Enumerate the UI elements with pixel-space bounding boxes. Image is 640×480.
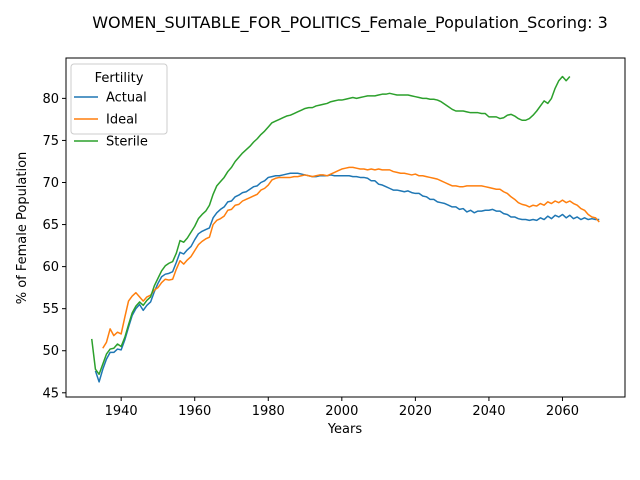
y-tick-label: 75 xyxy=(42,134,59,149)
x-tick-label: 2000 xyxy=(325,404,358,419)
x-tick-label: 2020 xyxy=(399,404,432,419)
legend-title: Fertility xyxy=(95,71,144,86)
legend-box xyxy=(70,63,168,135)
series-line-actual xyxy=(94,172,600,383)
series-line-sterile xyxy=(90,75,571,376)
y-axis: 45 50 55 60 65 70 75 80 xyxy=(42,92,66,401)
x-tick-label: 2040 xyxy=(472,404,505,419)
y-tick-label: 65 xyxy=(42,218,59,233)
legend: Fertility Actual Ideal Sterile xyxy=(70,63,168,150)
x-axis-label: Years xyxy=(327,422,363,437)
y-tick-label: 45 xyxy=(42,386,59,401)
y-tick-label: 80 xyxy=(42,92,59,107)
legend-label-sterile: Sterile xyxy=(106,135,148,150)
plot-area xyxy=(90,75,600,383)
legend-label-ideal: Ideal xyxy=(106,113,138,128)
x-tick-label: 2060 xyxy=(546,404,579,419)
x-tick-label: 1960 xyxy=(178,404,211,419)
x-axis: 1940 1960 1980 2000 2020 2040 2060 xyxy=(105,397,579,419)
y-tick-label: 70 xyxy=(42,176,59,191)
y-tick-label: 50 xyxy=(42,344,59,359)
y-tick-label: 60 xyxy=(42,260,59,275)
series-line-ideal xyxy=(102,166,600,349)
x-tick-label: 1980 xyxy=(252,404,285,419)
legend-label-actual: Actual xyxy=(106,91,147,106)
x-tick-label: 1940 xyxy=(105,404,138,419)
axes-frame xyxy=(65,57,626,398)
y-tick-label: 55 xyxy=(42,302,59,317)
y-axis-label: % of Female Population xyxy=(15,152,30,305)
chart-title: WOMEN_SUITABLE_FOR_POLITICS_Female_Popul… xyxy=(92,13,608,33)
